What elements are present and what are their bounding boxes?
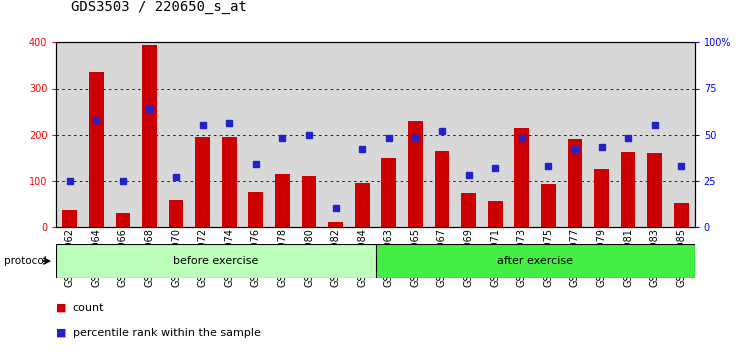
Text: count: count <box>73 303 104 313</box>
Bar <box>435 151 449 227</box>
Text: GDS3503 / 220650_s_at: GDS3503 / 220650_s_at <box>71 0 247 14</box>
Bar <box>568 139 582 227</box>
Text: protocol: protocol <box>4 256 47 266</box>
Bar <box>302 176 316 227</box>
Bar <box>668 42 695 227</box>
Bar <box>195 137 210 227</box>
Bar <box>621 152 635 227</box>
Bar <box>647 153 662 227</box>
Text: percentile rank within the sample: percentile rank within the sample <box>73 328 261 338</box>
Bar <box>83 42 110 227</box>
Bar <box>488 201 502 227</box>
Bar <box>588 42 615 227</box>
Bar <box>615 42 641 227</box>
Bar <box>222 137 237 227</box>
Bar <box>402 42 429 227</box>
Text: ■: ■ <box>56 303 67 313</box>
Bar <box>189 42 216 227</box>
Bar <box>322 42 349 227</box>
Bar <box>461 193 476 227</box>
Bar <box>408 121 423 227</box>
Bar <box>455 42 482 227</box>
Bar <box>508 42 535 227</box>
Bar <box>142 45 157 227</box>
Bar <box>89 73 104 227</box>
Bar <box>56 42 83 227</box>
Bar <box>62 210 77 227</box>
Bar <box>269 42 296 227</box>
Bar <box>641 42 668 227</box>
Bar <box>349 42 376 227</box>
Bar <box>514 128 529 227</box>
Bar <box>562 42 588 227</box>
Bar <box>535 42 562 227</box>
Text: ■: ■ <box>56 328 67 338</box>
Bar <box>275 174 290 227</box>
Bar <box>169 200 183 227</box>
Bar <box>674 202 689 227</box>
Bar <box>482 42 508 227</box>
Text: before exercise: before exercise <box>173 256 258 266</box>
Text: after exercise: after exercise <box>497 256 573 266</box>
Bar <box>296 42 322 227</box>
Bar <box>110 42 136 227</box>
Bar <box>116 213 130 227</box>
Bar <box>163 42 189 227</box>
Bar <box>56 244 376 278</box>
Bar <box>243 42 269 227</box>
Bar <box>382 158 396 227</box>
Bar <box>541 184 556 227</box>
Bar <box>429 42 455 227</box>
Bar <box>249 192 263 227</box>
Bar <box>376 42 402 227</box>
Bar <box>328 222 343 227</box>
Bar <box>594 169 609 227</box>
Bar <box>136 42 163 227</box>
Bar <box>355 183 369 227</box>
Bar <box>216 42 243 227</box>
Bar <box>376 244 695 278</box>
